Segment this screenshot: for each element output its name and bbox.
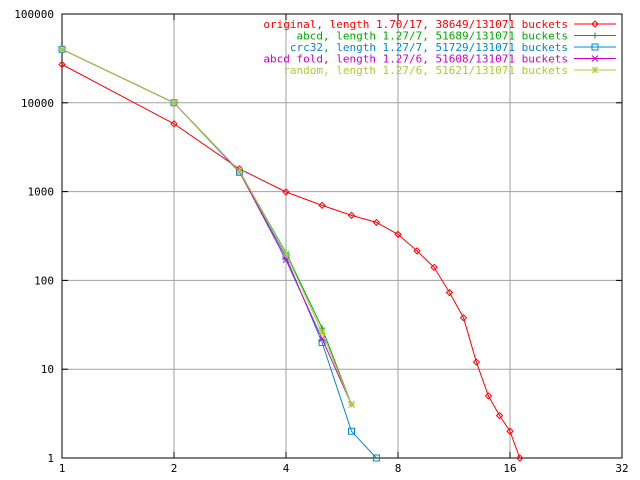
- legend-label: crc32, length 1.27/7, 51729/131071 bucke…: [290, 41, 568, 54]
- y-tick-label: 1000: [28, 186, 55, 199]
- data-point: [472, 358, 481, 366]
- series-1: [58, 60, 524, 462]
- legend: original, length 1.70/17, 38649/131071 b…: [263, 18, 616, 77]
- data-point: [348, 427, 356, 435]
- legend-label: abcd, length 1.27/7, 51689/131071 bucket…: [296, 30, 568, 43]
- data-point: [591, 20, 599, 28]
- data-point: [347, 211, 356, 220]
- data-point: [484, 392, 493, 400]
- x-tick-label: 16: [503, 462, 516, 475]
- x-tick-label: 1: [59, 462, 66, 475]
- legend-marker: [591, 43, 599, 51]
- legend-marker: [591, 20, 599, 28]
- plot-frame: [61, 13, 623, 459]
- y-tick-label: 100: [34, 274, 54, 287]
- data-point: [506, 427, 514, 435]
- x-tick-label: 4: [283, 462, 290, 475]
- data-point: [516, 454, 524, 462]
- legend-label: random, length 1.27/6, 51621/131071 buck…: [283, 64, 568, 77]
- data-point: [318, 328, 326, 336]
- grid: [62, 14, 622, 458]
- data-point: [459, 314, 468, 322]
- series-line: [61, 48, 352, 405]
- data-point: [318, 201, 326, 210]
- series-5: [58, 45, 355, 408]
- data-point: [592, 32, 598, 39]
- data-point: [170, 120, 178, 128]
- data-point: [413, 247, 421, 255]
- data-point: [591, 43, 599, 51]
- data-point: [58, 60, 66, 69]
- data-point: [430, 263, 438, 272]
- x-tick-label: 32: [615, 462, 628, 475]
- series-line: [61, 64, 521, 459]
- series-2: [59, 46, 355, 408]
- series-3: [58, 45, 380, 462]
- data-point: [591, 66, 599, 74]
- axis-ticks: 1 2 4 8 16 32 1 10 100 1000 10000 100000: [14, 8, 628, 475]
- legend-marker: [592, 32, 598, 39]
- data-point: [58, 45, 66, 53]
- data-point: [348, 401, 355, 408]
- series-line: [61, 48, 377, 459]
- legend-marker: [591, 55, 599, 62]
- data-point: [282, 250, 290, 258]
- legend-label: original, length 1.70/17, 38649/131071 b…: [263, 18, 568, 31]
- data-point: [495, 411, 504, 420]
- data-point: [170, 99, 178, 107]
- x-tick-label: 8: [395, 462, 402, 475]
- x-tick-label: 2: [171, 462, 178, 475]
- data-point: [394, 230, 402, 239]
- data-point: [372, 454, 380, 462]
- series-4: [58, 45, 355, 408]
- y-tick-label: 10000: [21, 97, 54, 110]
- legend-label: abcd fold, length 1.27/6, 51608/131071 b…: [263, 53, 568, 66]
- y-tick-label: 1: [47, 452, 54, 465]
- y-tick-label: 10: [41, 363, 54, 376]
- y-tick-label: 100000: [14, 8, 54, 21]
- data-point: [591, 55, 599, 62]
- series-group: [58, 45, 524, 462]
- data-point: [445, 288, 454, 297]
- data-point: [282, 188, 290, 196]
- data-point: [372, 218, 381, 227]
- data-point: [236, 167, 243, 175]
- legend-marker: [591, 66, 599, 74]
